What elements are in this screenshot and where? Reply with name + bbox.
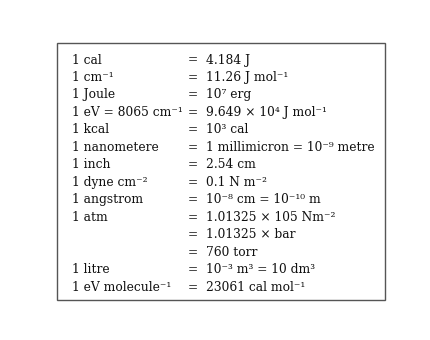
- Text: 11.26 J mol⁻¹: 11.26 J mol⁻¹: [206, 71, 287, 84]
- Text: 9.649 × 10⁴ J mol⁻¹: 9.649 × 10⁴ J mol⁻¹: [206, 106, 326, 119]
- Text: 1.01325 × bar: 1.01325 × bar: [206, 228, 295, 241]
- Text: 1 millimicron = 10⁻⁹ metre: 1 millimicron = 10⁻⁹ metre: [206, 141, 374, 154]
- Text: =: =: [187, 193, 197, 206]
- Text: 1 cal: 1 cal: [72, 53, 102, 67]
- Text: =: =: [187, 88, 197, 101]
- Text: 1.01325 × 105 Nm⁻²: 1.01325 × 105 Nm⁻²: [206, 211, 335, 224]
- Text: =: =: [187, 263, 197, 276]
- Text: =: =: [187, 71, 197, 84]
- Text: =: =: [187, 211, 197, 224]
- FancyBboxPatch shape: [57, 44, 384, 300]
- Text: 1 dyne cm⁻²: 1 dyne cm⁻²: [72, 176, 147, 189]
- Text: =: =: [187, 141, 197, 154]
- Text: =: =: [187, 228, 197, 241]
- Text: 10⁻⁸ cm = 10⁻¹⁰ m: 10⁻⁸ cm = 10⁻¹⁰ m: [206, 193, 320, 206]
- Text: 1 Joule: 1 Joule: [72, 88, 115, 101]
- Text: =: =: [187, 106, 197, 119]
- Text: 1 nanometere: 1 nanometere: [72, 141, 159, 154]
- Text: 23061 cal mol⁻¹: 23061 cal mol⁻¹: [206, 281, 304, 294]
- Text: =: =: [187, 158, 197, 171]
- Text: 1 eV molecule⁻¹: 1 eV molecule⁻¹: [72, 281, 171, 294]
- Text: 1 eV = 8065 cm⁻¹: 1 eV = 8065 cm⁻¹: [72, 106, 183, 119]
- Text: =: =: [187, 176, 197, 189]
- Text: 0.1 N m⁻²: 0.1 N m⁻²: [206, 176, 266, 189]
- Text: 1 litre: 1 litre: [72, 263, 110, 276]
- Text: 10⁷ erg: 10⁷ erg: [206, 88, 251, 101]
- Text: =: =: [187, 123, 197, 136]
- Text: =: =: [187, 246, 197, 259]
- Text: 10⁻³ m³ = 10 dm³: 10⁻³ m³ = 10 dm³: [206, 263, 314, 276]
- Text: 10³ cal: 10³ cal: [206, 123, 248, 136]
- Text: =: =: [187, 53, 197, 67]
- Text: 1 cm⁻¹: 1 cm⁻¹: [72, 71, 114, 84]
- Text: 2.54 cm: 2.54 cm: [206, 158, 255, 171]
- Text: 760 torr: 760 torr: [206, 246, 257, 259]
- Text: 1 angstrom: 1 angstrom: [72, 193, 143, 206]
- Text: =: =: [187, 281, 197, 294]
- Text: 4.184 J: 4.184 J: [206, 53, 249, 67]
- Text: 1 inch: 1 inch: [72, 158, 111, 171]
- Text: 1 kcal: 1 kcal: [72, 123, 109, 136]
- Text: 1 atm: 1 atm: [72, 211, 108, 224]
